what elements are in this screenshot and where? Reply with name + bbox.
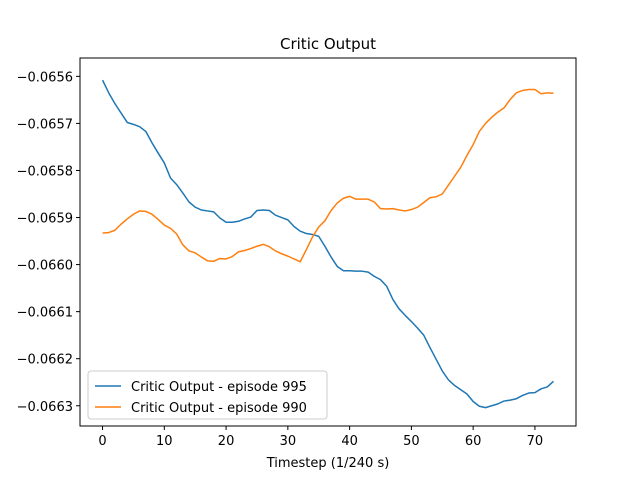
y-tick-label: −0.0663 <box>17 400 73 415</box>
x-tick-label: 70 <box>527 434 544 449</box>
series-line-1 <box>102 88 554 263</box>
legend-label-0: Critic Output - episode 995 <box>131 380 307 395</box>
y-tick-label: −0.0661 <box>17 306 73 321</box>
y-tick-label: −0.0656 <box>17 70 73 85</box>
x-tick-label: 30 <box>280 434 297 449</box>
x-tick-label: 20 <box>218 434 235 449</box>
x-tick-label: 10 <box>156 434 173 449</box>
y-tick-label: −0.0657 <box>17 117 73 132</box>
plot-area <box>101 79 554 409</box>
y-tick-label: −0.0662 <box>17 353 73 368</box>
axis-ticks: 0 10 20 30 40 50 60 70 −0.0663 −0.0662 −0.0661 −0.0… <box>17 70 544 449</box>
chart-title: Critic Output <box>280 35 376 53</box>
x-tick-label: 50 <box>403 434 420 449</box>
series-line-0 <box>101 79 554 409</box>
y-tick-label: −0.0658 <box>17 164 73 179</box>
x-tick-label: 0 <box>98 434 106 449</box>
x-tick-label: 40 <box>341 434 358 449</box>
plot-frame <box>79 57 577 427</box>
x-axis-title: Timestep (1/240 s) <box>266 456 390 471</box>
legend-box <box>87 370 328 420</box>
legend-label-1: Critic Output - episode 990 <box>131 401 307 416</box>
legend: Critic Output - episode 995 Critic Output… <box>87 370 328 420</box>
x-tick-label: 60 <box>465 434 482 449</box>
y-tick-label: −0.0659 <box>17 212 73 227</box>
y-tick-label: −0.0660 <box>17 259 73 274</box>
